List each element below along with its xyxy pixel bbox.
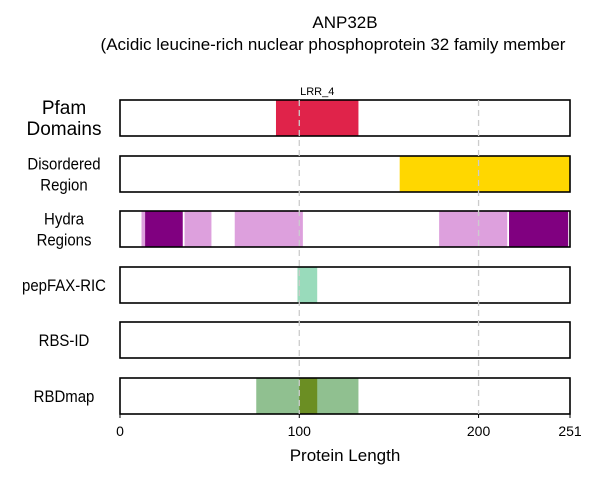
track-segment [275,100,359,136]
domain-name-label: LRR_4 [300,86,334,98]
x-tick-label: 100 [288,423,312,439]
track-label: Disordered [27,156,100,174]
track-frame [119,377,571,415]
track-segment [299,378,318,414]
x-tick-label: 200 [467,423,491,439]
track-segment [439,211,508,247]
track-label: RBS-ID [39,332,90,350]
x-axis-title: Protein Length [290,446,401,465]
track-label: Pfam [42,98,86,119]
track-row: RBDmap [34,377,571,415]
track-segment [297,267,318,303]
track-frame [119,99,571,137]
x-axis: 0 100 200 251 [116,414,582,439]
x-tick-label: 0 [116,423,124,439]
track-frame [119,155,571,193]
track-frame [119,321,571,359]
track-row: Hydra Regions [37,210,571,250]
track-row: pepFAX-RIC [22,266,571,304]
track-label: Regions [37,232,92,250]
track-segment [509,211,569,247]
track-label: Hydra [44,211,84,229]
track-label: Region [40,177,87,195]
track-label: RBDmap [34,388,95,406]
track-label: Domains [27,119,102,140]
chart-subtitle: (Acidic leucine-rich nuclear phosphoprot… [101,35,566,54]
track-row: RBS-ID [39,321,571,359]
track-segment [145,211,183,247]
track-segment [234,211,303,247]
track-segment [399,156,570,192]
track-frame [119,210,571,248]
track-segment [141,211,146,247]
track-label: pepFAX-RIC [22,277,106,295]
track-frame [119,266,571,304]
gridlines [298,100,480,414]
chart-title: ANP32B [312,13,377,32]
track-row: Disordered Region [27,155,571,195]
track-segment [184,211,212,247]
x-tick-label: 251 [558,423,582,439]
